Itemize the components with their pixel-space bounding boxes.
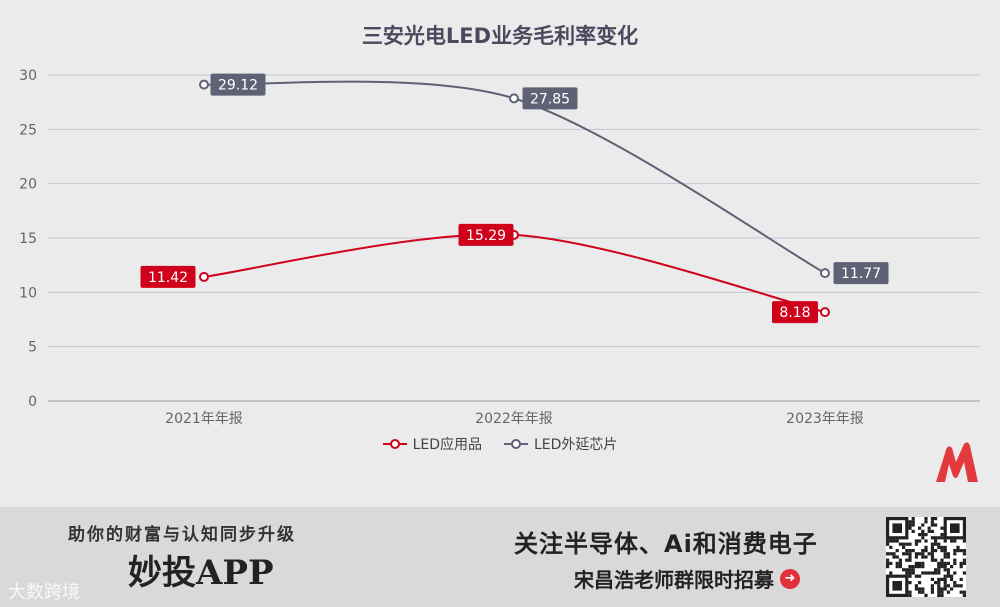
y-tick-label: 20 [19, 177, 37, 193]
x-tick-label: 2023年年报 [786, 411, 864, 427]
chart-title: 三安光电LED业务毛利率变化 [361, 24, 639, 48]
data-label-box [522, 87, 578, 110]
footer-group-text: 宋昌浩老师群限时招募 [574, 568, 774, 592]
promo-footer [0, 507, 1000, 607]
chart-area: 0 5 10 15 20 25 30 2021年年报 2022年年报 2023年年报 11.42 1… [0, 24, 1000, 482]
data-label: 11.77 [841, 266, 881, 282]
data-point [199, 271, 209, 282]
y-tick-label: 0 [28, 394, 37, 410]
data-label-box [772, 301, 818, 324]
legend-swatch-icon [504, 438, 528, 450]
qr-code-icon[interactable] [886, 517, 966, 597]
footer-slogan: 助你的财富与认知同步升级 [68, 525, 296, 545]
series-line [203, 80, 826, 274]
y-tick-label: 25 [19, 122, 37, 138]
line-chart: 0 5 10 15 20 25 30 2021年年报 2022年年报 2023年年报 11.42 1… [19, 68, 980, 427]
footer-brand: 妙投APP [128, 553, 274, 593]
data-label: 11.42 [148, 270, 188, 286]
data-label-box [140, 265, 196, 288]
data-point [820, 268, 830, 279]
watermark: 大数跨境 [8, 582, 80, 603]
footer-group[interactable]: 宋昌浩老师群限时招募 ➜ [574, 564, 800, 593]
data-point [509, 93, 519, 104]
data-point [820, 307, 830, 318]
series-line [203, 233, 826, 314]
legend-label: LED应用品 [412, 437, 482, 453]
y-tick-label: 15 [19, 231, 37, 247]
arrow-right-circle-icon[interactable]: ➜ [780, 568, 800, 589]
data-label-box [833, 262, 889, 285]
data-label: 29.12 [218, 78, 258, 94]
x-tick-label: 2021年年报 [165, 411, 243, 427]
miaotou-m-logo-icon [936, 442, 978, 482]
y-tick-label: 10 [19, 285, 37, 301]
footer-topic: 关注半导体、Ai和消费电子 [514, 530, 818, 558]
x-tick-label: 2022年年报 [475, 411, 553, 427]
legend-item-led-chip[interactable]: LED外延芯片 [504, 434, 617, 454]
legend-swatch-icon [382, 438, 407, 450]
y-tick-label: 30 [19, 68, 37, 84]
data-label: 8.18 [779, 305, 810, 321]
data-label-box [458, 223, 514, 246]
data-label: 27.85 [530, 91, 570, 107]
legend-item-led-application[interactable]: LED应用品 [382, 434, 482, 454]
y-tick-label: 5 [28, 340, 37, 356]
data-label: 15.29 [466, 228, 506, 244]
legend-label: LED外延芯片 [534, 437, 618, 453]
data-point [199, 79, 209, 90]
data-label-box [210, 73, 266, 96]
legend: LED应用品 LED外延芯片 [0, 434, 1000, 454]
